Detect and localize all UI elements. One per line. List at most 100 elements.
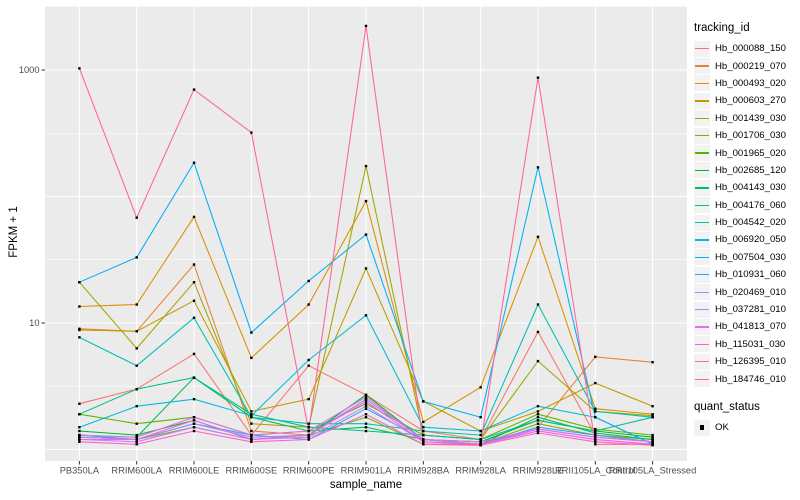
data-point (135, 364, 138, 367)
data-point (651, 433, 654, 437)
data-point (594, 443, 597, 446)
data-point (78, 429, 81, 433)
data-point (192, 161, 196, 164)
data-point (364, 233, 368, 236)
series-color-key (694, 197, 710, 214)
data-point (78, 305, 81, 308)
series-color-key (694, 266, 710, 283)
data-point (250, 436, 253, 439)
data-point (364, 397, 368, 401)
legend-item-Hb_041813_070: Hb_041813_070 (694, 318, 800, 335)
legend-item-Hb_020469_010: Hb_020469_010 (694, 283, 800, 301)
data-point (364, 164, 368, 168)
data-point (364, 429, 368, 433)
data-point (364, 422, 368, 425)
data-point (250, 131, 253, 134)
legend-item-Hb_001706_030: Hb_001706_030 (694, 127, 800, 144)
data-point (192, 316, 196, 319)
data-point (536, 427, 540, 431)
series-color-key (694, 127, 710, 144)
legend-item-label: Hb_020469_010 (715, 286, 786, 298)
data-point (594, 427, 597, 431)
legend-item-Hb_006920_050: Hb_006920_050 (694, 231, 800, 248)
data-point (536, 330, 540, 334)
data-point (192, 88, 196, 91)
data-point (135, 347, 138, 350)
legend-item-Hb_001965_020: Hb_001965_020 (694, 144, 800, 162)
data-point (594, 407, 597, 410)
series-color-key (694, 145, 710, 162)
data-point (422, 433, 425, 437)
data-point (536, 429, 540, 433)
x-tick-label: RRIM600LE (169, 466, 220, 476)
data-point (250, 331, 253, 334)
data-point (135, 387, 138, 391)
legend-item-label: Hb_115031_030 (715, 338, 786, 350)
data-point (135, 436, 138, 439)
legend-item-Hb_000219_070: Hb_000219_070 (694, 57, 800, 75)
data-point (307, 397, 310, 401)
legend-item-Hb_000603_270: Hb_000603_270 (694, 92, 800, 109)
legend-item-Hb_037281_010: Hb_037281_010 (694, 301, 800, 318)
data-point (479, 440, 482, 444)
data-point (594, 381, 597, 385)
data-point (78, 440, 81, 444)
data-point (307, 433, 310, 437)
data-point (422, 426, 425, 429)
data-point (536, 166, 540, 169)
series-color-key (694, 318, 710, 335)
data-point (192, 376, 196, 379)
data-point (422, 429, 425, 433)
data-point (536, 235, 540, 239)
y-tick-label: 10 (29, 318, 39, 328)
legend-item-Hb_000088_150: Hb_000088_150 (694, 40, 800, 57)
series-color-key (694, 301, 710, 318)
data-point (594, 429, 597, 433)
data-point (250, 413, 253, 416)
data-point (364, 395, 368, 399)
data-point (594, 355, 597, 359)
x-axis-title: sample_name (329, 479, 403, 491)
x-tick-label: RRIM901LA (341, 466, 392, 476)
legend-item-Hb_000493_020: Hb_000493_020 (694, 75, 800, 92)
ok-point-icon (694, 419, 710, 436)
legend-item-ok: OK (694, 419, 800, 436)
legend-item-label: Hb_000088_150 (715, 43, 786, 55)
data-point (422, 400, 425, 403)
legend-item-label: Hb_126395_010 (715, 356, 786, 368)
data-point (536, 303, 540, 306)
data-point (135, 404, 138, 408)
legend-item-label: Hb_001439_030 (715, 112, 786, 124)
legend-title-quant-status: quant_status (694, 400, 760, 413)
legend-item-Hb_004143_030: Hb_004143_030 (694, 179, 800, 196)
legend-item-Hb_126395_010: Hb_126395_010 (694, 353, 800, 370)
data-point (536, 431, 540, 435)
series-color-key (694, 284, 710, 301)
legend-title-tracking-id: tracking_id (694, 22, 750, 34)
data-point (78, 281, 81, 284)
data-point (364, 426, 368, 429)
x-tick-label: RRIM600LA (111, 466, 162, 476)
data-point (422, 438, 425, 441)
data-point (422, 443, 425, 446)
data-point (364, 24, 368, 28)
legend-item-label: Hb_037281_010 (715, 304, 786, 316)
data-point (594, 416, 597, 419)
series-color-key (694, 40, 710, 57)
data-point (78, 426, 81, 429)
data-point (307, 422, 310, 425)
data-point (192, 352, 196, 356)
legend-item-label: Hb_184746_010 (715, 373, 786, 385)
legend-item-Hb_002685_120: Hb_002685_120 (694, 162, 800, 179)
legend-item-label: Hb_000219_070 (715, 60, 786, 72)
legend-item-Hb_010931_060: Hb_010931_060 (694, 266, 800, 283)
series-color-key (694, 92, 710, 109)
data-point (651, 438, 654, 441)
data-point (307, 364, 310, 367)
data-point (422, 440, 425, 444)
data-point (364, 413, 368, 416)
x-tick-label: RRIM600SE (226, 466, 278, 476)
data-point (536, 422, 540, 425)
data-point (192, 419, 196, 422)
